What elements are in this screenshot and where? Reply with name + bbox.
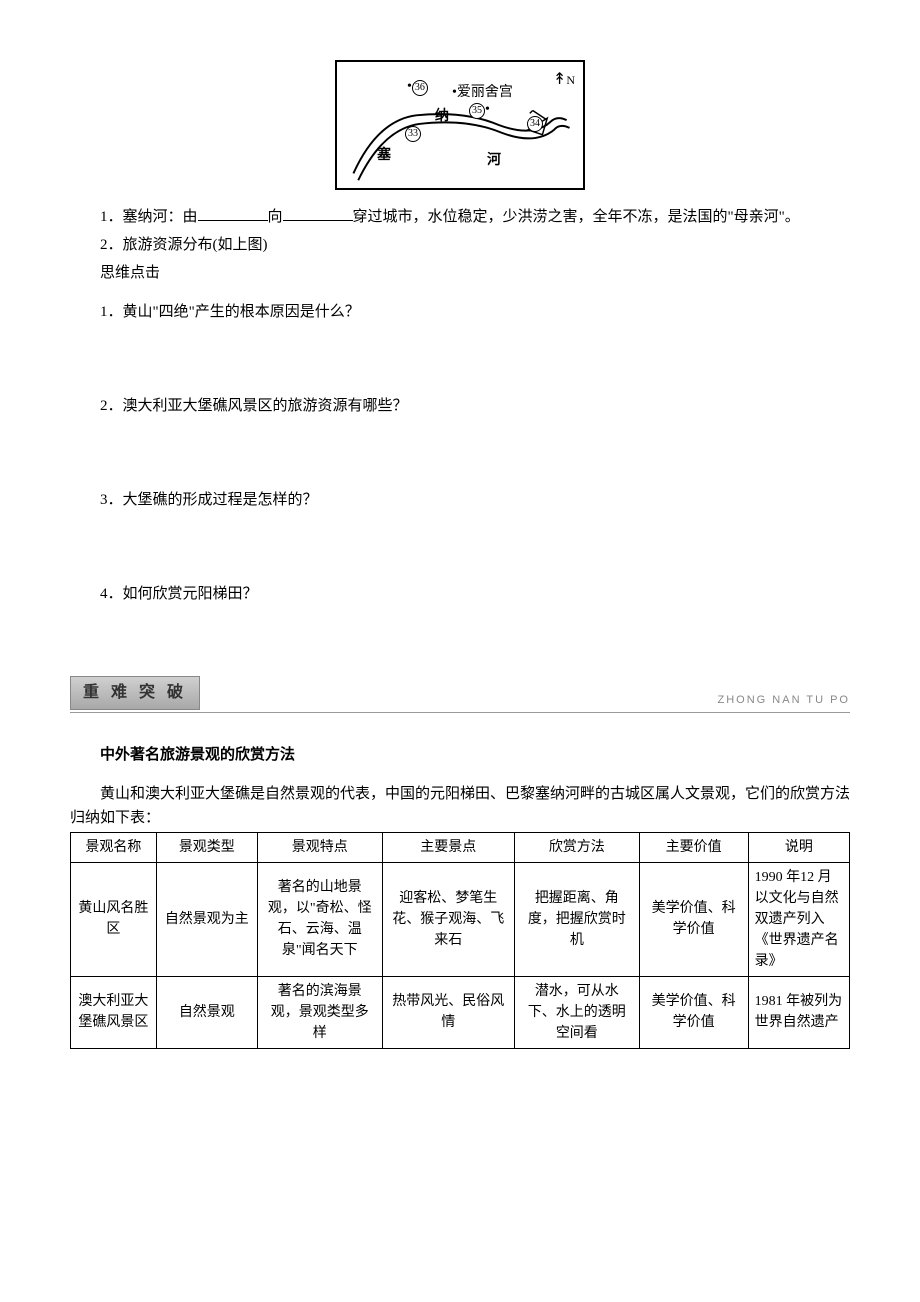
paragraph-3: 思维点击 bbox=[70, 261, 850, 285]
th-value: 主要价值 bbox=[639, 832, 748, 862]
cell-feature: 著名的滨海景观，景观类型多样 bbox=[257, 976, 382, 1048]
cell-note: 1981 年被列为世界自然遗产 bbox=[748, 976, 849, 1048]
river-char-he: 河 bbox=[487, 150, 501, 172]
cell-value: 美学价值、科学价值 bbox=[639, 976, 748, 1048]
marker-36: •36 bbox=[407, 76, 428, 98]
cell-spots: 迎客松、梦笔生花、猴子观海、飞来石 bbox=[382, 862, 514, 976]
section-title: 重 难 突 破 bbox=[70, 676, 200, 710]
p1-suffix: 穿过城市，水位稳定，少洪涝之害，全年不冻，是法国的"母亲河"。 bbox=[353, 209, 800, 225]
cell-spots: 热带风光、民俗风情 bbox=[382, 976, 514, 1048]
question-1: 1．黄山"四绝"产生的根本原因是什么？ bbox=[70, 300, 850, 324]
th-name: 景观名称 bbox=[71, 832, 157, 862]
appreciation-table: 景观名称 景观类型 景观特点 主要景点 欣赏方法 主要价值 说明 黄山风名胜区 … bbox=[70, 832, 850, 1049]
cell-type: 自然景观为主 bbox=[156, 862, 257, 976]
cell-method: 潜水，可从水下、水上的透明空间看 bbox=[515, 976, 640, 1048]
p1-prefix: 1．塞纳河：由 bbox=[100, 209, 198, 225]
table-row: 澳大利亚大堡礁风景区 自然景观 著名的滨海景观，景观类型多样 热带风光、民俗风情… bbox=[71, 976, 850, 1048]
river-svg bbox=[337, 62, 583, 188]
cell-type: 自然景观 bbox=[156, 976, 257, 1048]
north-indicator: N bbox=[553, 67, 575, 93]
th-spots: 主要景点 bbox=[382, 832, 514, 862]
th-note: 说明 bbox=[748, 832, 849, 862]
river-char-na: 纳 bbox=[435, 106, 449, 128]
marker-33: 33 bbox=[405, 122, 421, 144]
cell-name: 黄山风名胜区 bbox=[71, 862, 157, 976]
question-4: 4．如何欣赏元阳梯田？ bbox=[70, 582, 850, 606]
north-label: N bbox=[566, 73, 575, 87]
paragraph-2: 2．旅游资源分布(如上图) bbox=[70, 233, 850, 257]
map-box: N •36 •爱丽舍宫 35• 34 33 纳 塞 河 bbox=[335, 60, 585, 190]
cell-name: 澳大利亚大堡礁风景区 bbox=[71, 976, 157, 1048]
cell-feature: 著名的山地景观，以"奇松、怪石、云海、温泉"闻名天下 bbox=[257, 862, 382, 976]
cell-method: 把握距离、角度，把握欣赏时机 bbox=[515, 862, 640, 976]
table-row: 黄山风名胜区 自然景观为主 著名的山地景观，以"奇松、怪石、云海、温泉"闻名天下… bbox=[71, 862, 850, 976]
cell-note: 1990 年12 月以文化与自然双遗产列入《世界遗产名录》 bbox=[748, 862, 849, 976]
marker-35: 35• bbox=[469, 99, 490, 121]
section-divider: 重 难 突 破 ZHONG NAN TU PO bbox=[70, 676, 850, 713]
th-type: 景观类型 bbox=[156, 832, 257, 862]
map-figure: N •36 •爱丽舍宫 35• 34 33 纳 塞 河 bbox=[70, 60, 850, 190]
paragraph-1: 1．塞纳河：由 向 穿过城市，水位稳定，少洪涝之害，全年不冻，是法国的"母亲河"。 bbox=[70, 205, 850, 229]
subsection-intro: 黄山和澳大利亚大堡礁是自然景观的代表，中国的元阳梯田、巴黎塞纳河畔的古城区属人文… bbox=[70, 782, 850, 830]
p1-mid: 向 bbox=[268, 209, 283, 225]
th-feature: 景观特点 bbox=[257, 832, 382, 862]
question-3: 3．大堡礁的形成过程是怎样的？ bbox=[70, 488, 850, 512]
blank-1 bbox=[198, 206, 268, 221]
blank-2 bbox=[283, 206, 353, 221]
marker-34: 34 bbox=[527, 112, 543, 134]
subsection-heading: 中外著名旅游景观的欣赏方法 bbox=[70, 743, 850, 767]
section-pinyin: ZHONG NAN TU PO bbox=[718, 692, 850, 710]
cell-value: 美学价值、科学价值 bbox=[639, 862, 748, 976]
th-method: 欣赏方法 bbox=[515, 832, 640, 862]
river-char-sai: 塞 bbox=[377, 145, 391, 167]
table-header-row: 景观名称 景观类型 景观特点 主要景点 欣赏方法 主要价值 说明 bbox=[71, 832, 850, 862]
question-2: 2．澳大利亚大堡礁风景区的旅游资源有哪些？ bbox=[70, 394, 850, 418]
